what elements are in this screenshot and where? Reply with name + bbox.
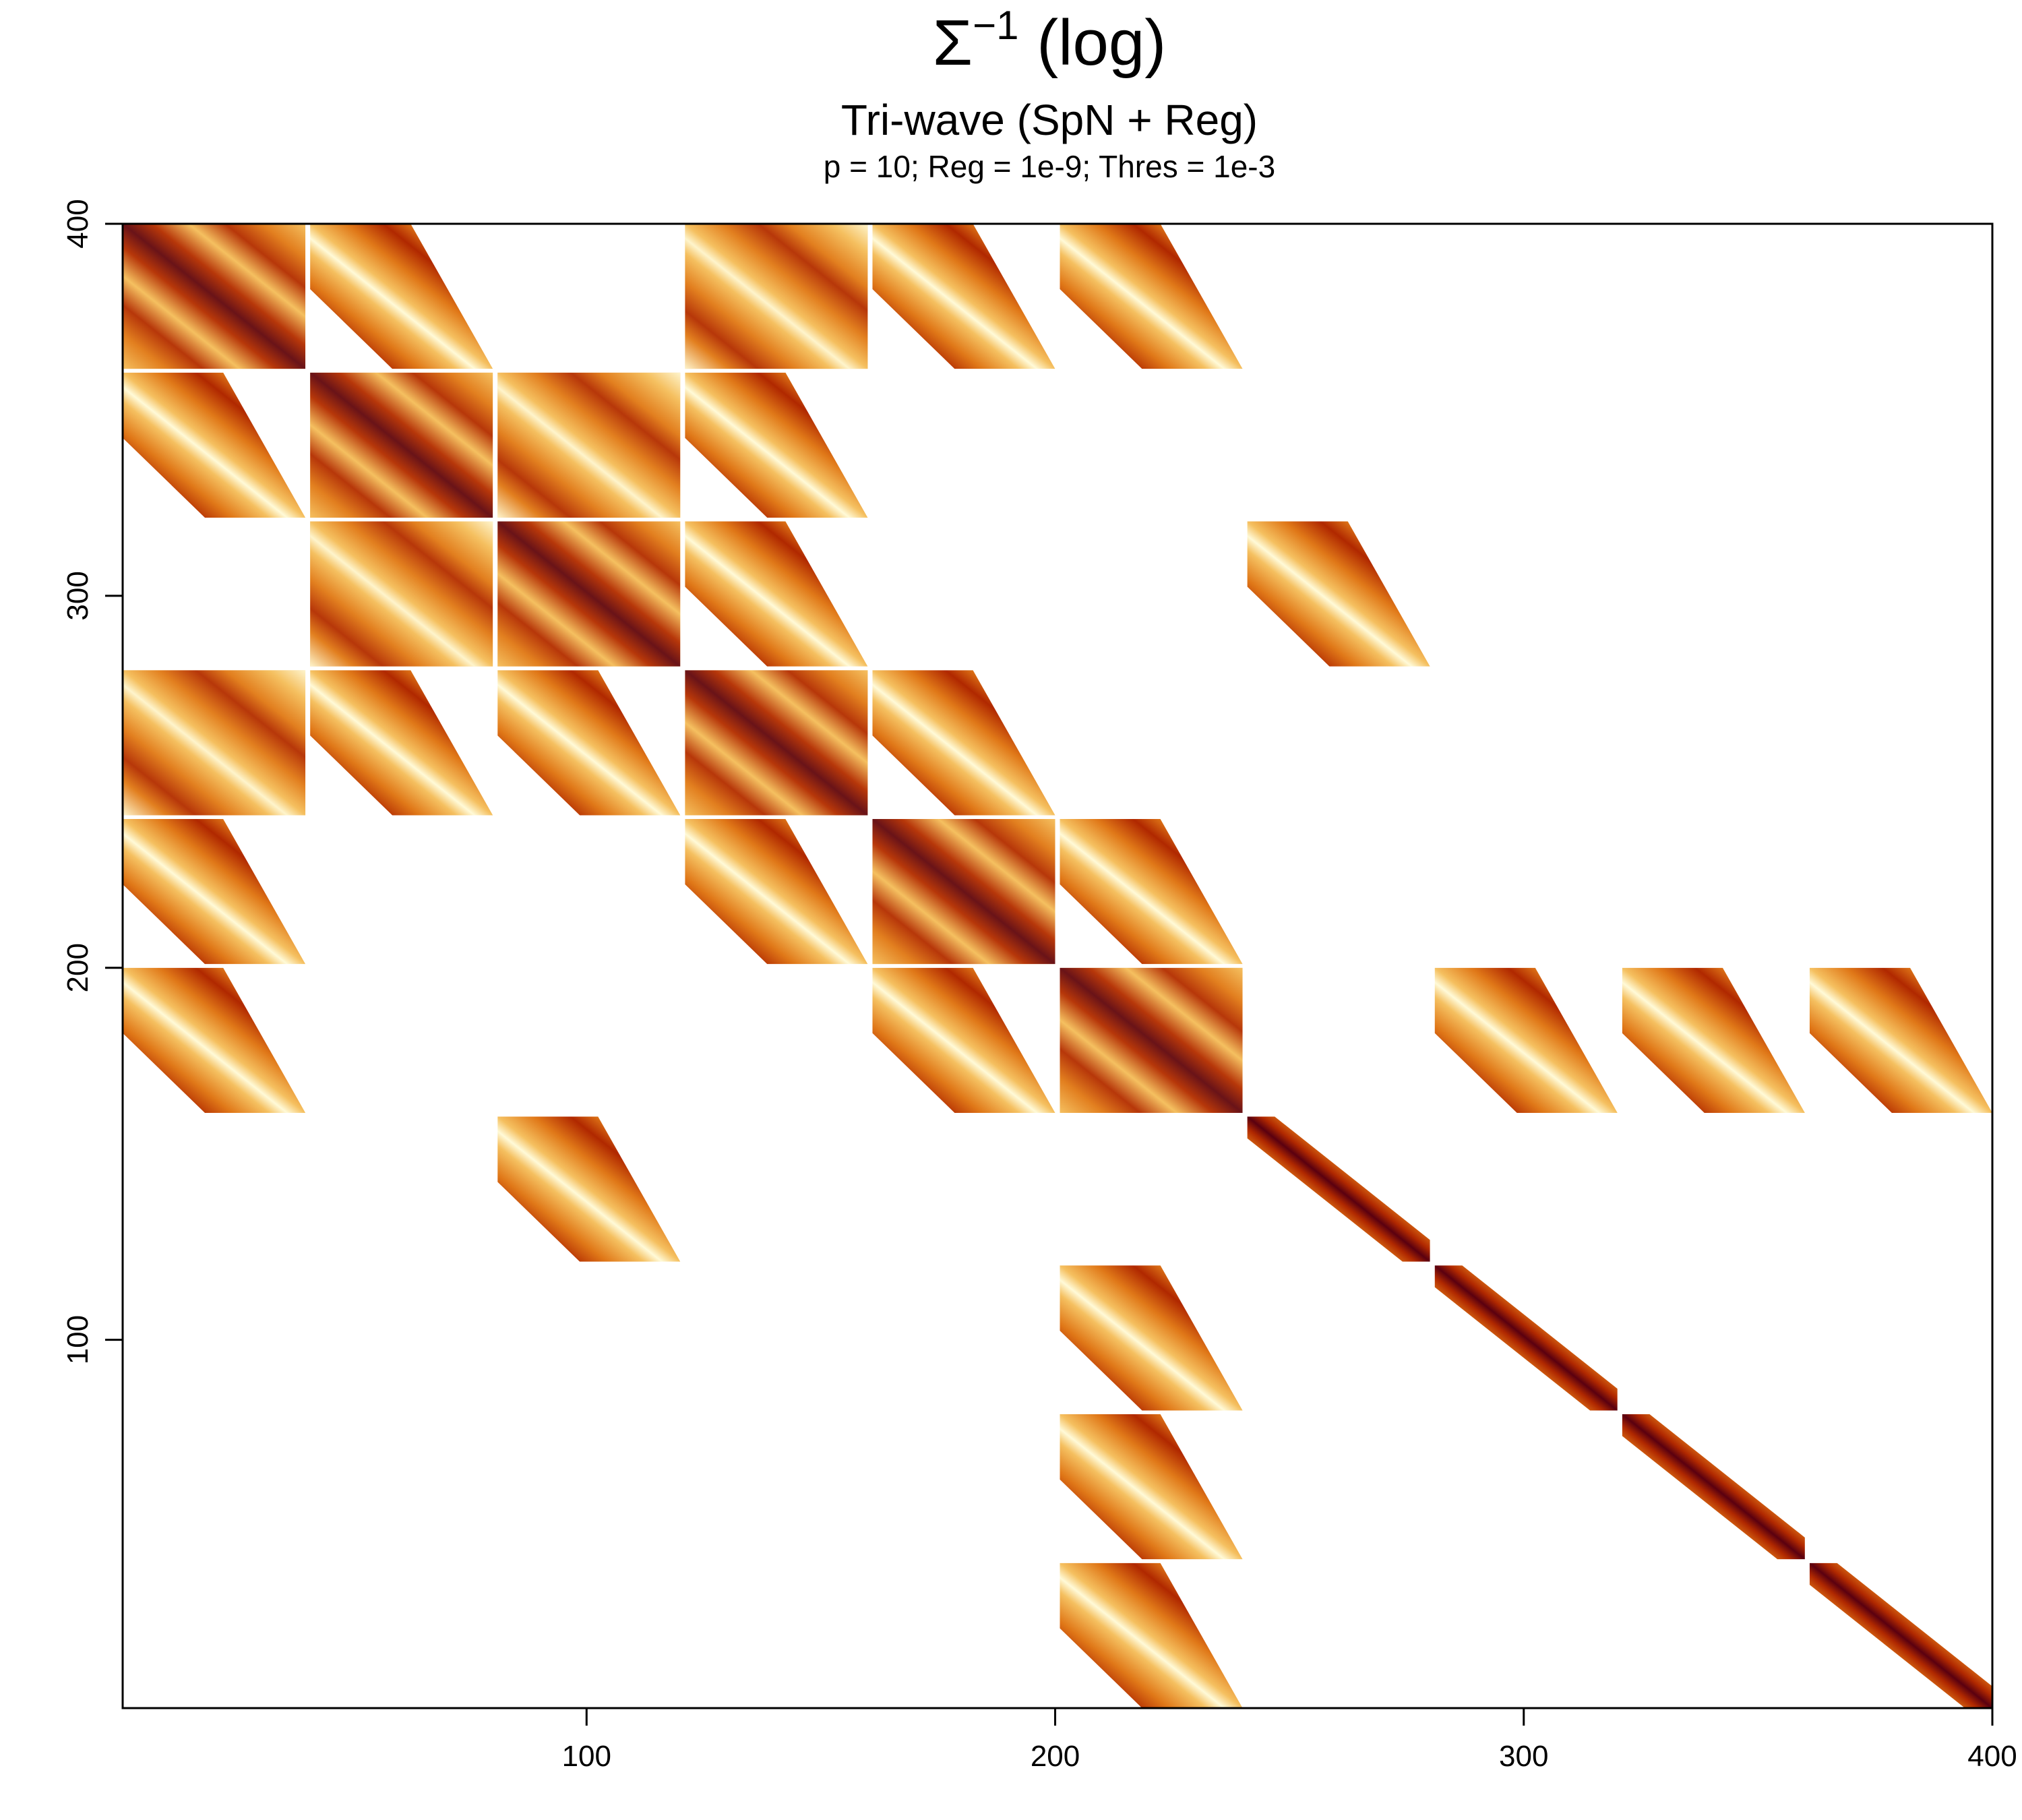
heatmap-block [685,372,868,518]
block-band [685,372,868,518]
heatmap-block [685,224,868,369]
heatmap-block [1809,967,1992,1113]
block-band [1060,1414,1243,1560]
block-band [1434,967,1618,1113]
block-band [123,670,306,816]
heatmap-block [310,670,493,816]
chart-title: Σ−1 (log) [933,3,1166,79]
heatmap-block [1247,521,1430,667]
heatmap-block [1809,1563,1992,1708]
block-band [685,819,868,965]
heatmap-block [1434,967,1618,1113]
heatmap-block [872,967,1055,1113]
block-band [1060,967,1243,1113]
heatmap-block [497,670,681,816]
block-band [497,1116,681,1262]
x-tick-label: 200 [1031,1740,1080,1773]
heatmap-block [310,521,493,667]
heatmap-block [1060,1563,1243,1708]
heatmap-block [310,372,493,518]
block-band [1060,224,1243,369]
y-tick-label: 300 [61,571,94,620]
heatmap-block [1434,1265,1618,1411]
heatmap-block [685,819,868,965]
block-band [1809,967,1992,1113]
block-band [685,521,868,667]
heatmap-block [1060,1265,1243,1411]
block-band [872,967,1055,1113]
heatmap-block [1060,1414,1243,1560]
y-tick-label: 200 [61,943,94,992]
heatmap-block [1622,967,1805,1113]
title-superscript: −1 [973,3,1018,48]
x-tick-label: 400 [1967,1740,2017,1773]
heatmap-block [310,224,493,369]
title-symbol: Σ [933,7,973,79]
y-tick-label: 100 [61,1315,94,1364]
title-suffix: (log) [1019,7,1167,79]
heatmap-block [872,670,1055,816]
block-band [1622,1414,1805,1560]
block-band [872,224,1055,369]
x-tick-label: 300 [1499,1740,1548,1773]
block-band [1060,819,1243,965]
block-band [1809,1563,1992,1708]
heatmap-block [1060,224,1243,369]
block-band [497,372,681,518]
heatmap-block [497,521,681,667]
block-band [1247,521,1430,667]
block-band [123,224,306,369]
heatmap-block [1060,819,1243,965]
heatmap-block [1622,1414,1805,1560]
block-band [310,372,493,518]
block-band [872,819,1055,965]
heatmap-block [123,670,306,816]
block-band [123,819,306,965]
x-axis: 100 200 300 400 [562,1707,2017,1773]
y-axis: 100 200 300 400 [61,199,124,1364]
y-tick-label: 400 [61,199,94,248]
heatmap-block [1247,1116,1430,1262]
block-band [310,670,493,816]
heatmap-block [123,224,306,369]
heatmap-block [123,967,306,1113]
block-band [1060,1265,1243,1411]
x-tick-label: 100 [562,1740,611,1773]
block-band [123,967,306,1113]
heatmap-block [1060,967,1243,1113]
heatmap-block [497,1116,681,1262]
heatmap-block [497,372,681,518]
chart-note: p = 10; Reg = 1e-9; Thres = 1e-3 [824,149,1275,184]
block-band [1247,1116,1430,1262]
block-band [685,670,868,816]
block-band [497,521,681,667]
block-band [685,224,868,369]
block-band [872,670,1055,816]
block-band [310,224,493,369]
block-band [1434,1265,1618,1411]
heatmap-block [123,819,306,965]
heatmap-block [685,670,868,816]
block-band [310,521,493,667]
heatmap-block [872,224,1055,369]
heatmap-blocks [123,224,1992,1708]
heatmap-block [123,372,306,518]
chart-subtitle: Tri-wave (SpN + Reg) [841,96,1258,144]
block-band [497,670,681,816]
heatmap-block [685,521,868,667]
block-band [1060,1563,1243,1708]
block-band [1622,967,1805,1113]
block-band [123,372,306,518]
heatmap-block [872,819,1055,965]
